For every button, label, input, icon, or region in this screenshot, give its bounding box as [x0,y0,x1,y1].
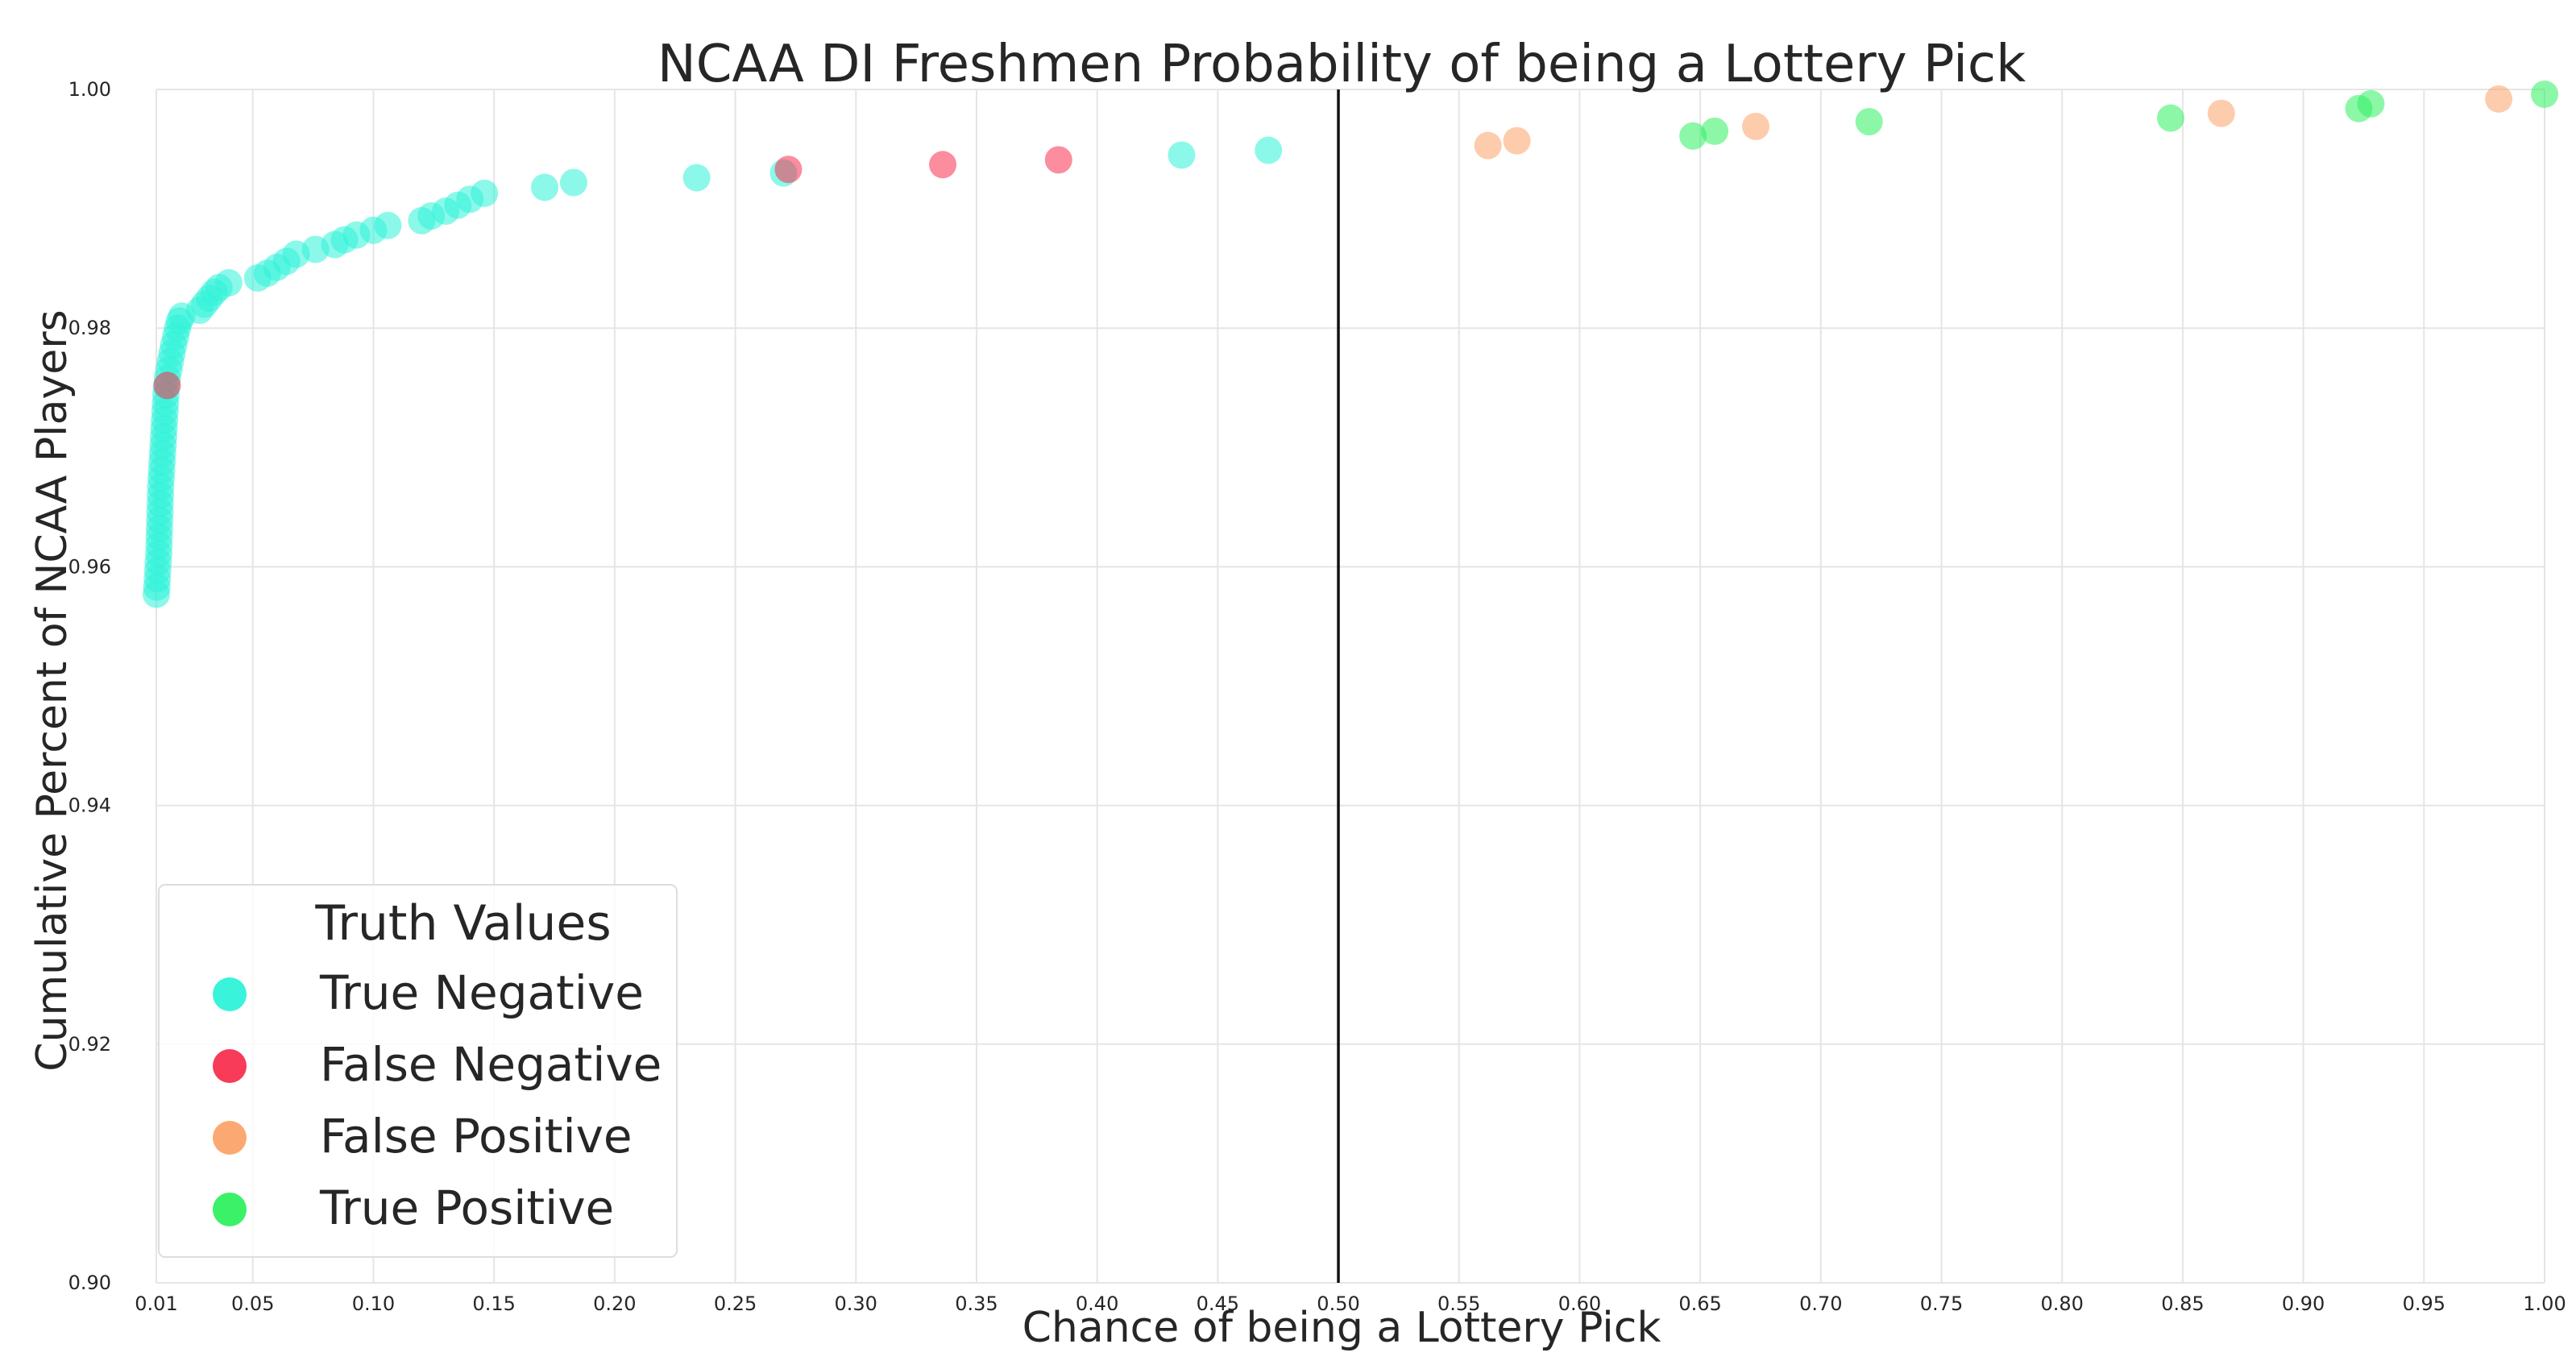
legend-marker-true-negative [213,977,247,1011]
y-tick-label: 0.90 [68,1272,111,1294]
data-point-true-positive [1679,122,1707,150]
data-point-true-negative [531,173,559,201]
data-point-false-positive [1741,112,1769,140]
data-point-true-negative [1168,141,1196,169]
legend-marker-false-negative [213,1049,247,1083]
x-tick-label: 0.15 [472,1292,515,1315]
x-tick-label: 0.70 [1799,1292,1842,1315]
y-tick-label: 0.94 [68,795,111,817]
data-point-true-negative [682,164,711,192]
y-tick-label: 0.96 [68,555,111,578]
data-point-false-negative [153,371,181,400]
data-point-false-positive [2207,99,2235,127]
data-points-layer [143,80,2558,608]
x-tick-label: 0.80 [2040,1292,2083,1315]
data-point-false-positive [1503,127,1531,155]
x-tick-label: 0.50 [1317,1292,1359,1315]
legend-frame [158,884,678,1258]
x-tick-label: 0.40 [1076,1292,1118,1315]
data-point-false-negative [774,156,803,184]
x-tick-label: 0.20 [593,1292,636,1315]
data-point-true-negative [374,211,402,239]
data-point-true-positive [2156,104,2184,132]
legend: Truth Values True Negative False Negativ… [158,884,678,1258]
data-point-false-negative [929,151,957,179]
data-point-true-negative [471,179,499,207]
data-point-false-negative [1044,146,1072,174]
data-point-true-negative [559,168,587,197]
y-tick-label: 0.98 [68,317,111,339]
data-point-true-negative [214,268,243,297]
x-tick-label: 0.35 [955,1292,998,1315]
y-tick-label: 1.00 [68,78,111,101]
legend-title: Truth Values [314,895,611,952]
x-tick-label: 0.25 [714,1292,757,1315]
legend-label-true-negative: True Negative [319,965,644,1020]
data-point-true-negative [1255,136,1283,164]
data-point-false-positive [1474,131,1502,160]
legend-label-true-positive: True Positive [319,1180,614,1235]
legend-label-false-negative: False Negative [320,1037,662,1092]
x-tick-label: 0.65 [1678,1292,1721,1315]
x-tick-label: 1.00 [2523,1292,2566,1315]
tick-labels-layer: 0.01 0.05 0.10 0.15 0.20 0.25 0.30 0.35 0.40 0.45… [68,78,2566,1315]
data-point-true-positive [1701,117,1729,145]
x-tick-label: 0.75 [1920,1292,1963,1315]
data-point-true-positive [2357,89,2385,118]
x-tick-label: 0.85 [2161,1292,2204,1315]
x-tick-label: 0.45 [1197,1292,1239,1315]
legend-marker-true-positive [213,1193,247,1226]
x-tick-label: 0.30 [835,1292,877,1315]
x-tick-label: 0.10 [352,1292,395,1315]
y-axis-label: Cumulative Percent of NCAA Players [28,309,77,1071]
data-point-false-positive [2485,85,2513,113]
x-tick-label: 0.55 [1437,1292,1480,1315]
legend-marker-false-positive [213,1121,247,1155]
x-tick-label: 0.90 [2282,1292,2325,1315]
x-tick-label: 0.05 [231,1292,274,1315]
x-tick-label: 0.01 [135,1292,177,1315]
data-point-true-positive [1855,107,1883,135]
x-tick-label: 0.60 [1558,1292,1601,1315]
data-point-true-positive [2531,80,2558,108]
y-tick-label: 0.92 [68,1033,111,1056]
chart-title: NCAA DI Freshmen Probability of being a … [657,35,2026,94]
x-axis-label: Chance of being a Lottery Pick [1023,1304,1661,1352]
legend-label-false-positive: False Positive [320,1109,633,1164]
x-tick-label: 0.95 [2403,1292,2445,1315]
